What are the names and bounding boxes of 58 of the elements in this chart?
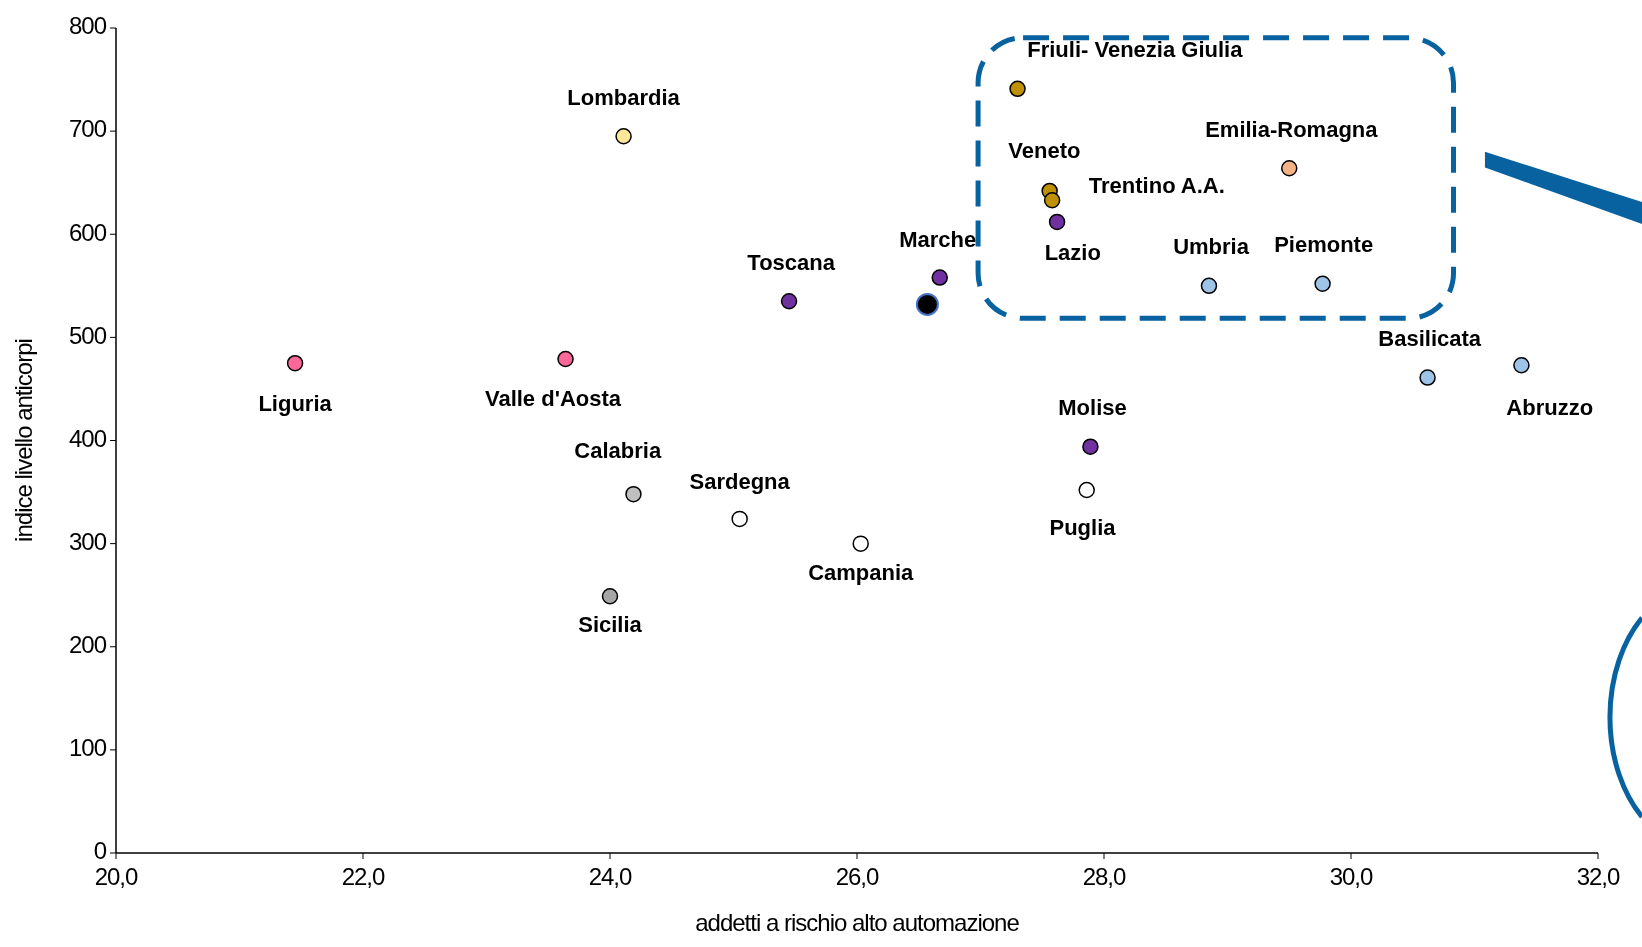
series-label: Sardegna [689,469,791,495]
x-tick-label: 26,0 [835,863,879,890]
series-label: Puglia [1049,514,1117,540]
y-tick-label: 100 [68,734,107,762]
series-label: Liguria [258,390,333,416]
point [1314,275,1331,292]
point [1200,277,1218,295]
x-tick-label: 32,0 [1576,863,1620,890]
y-tick-label: 400 [68,424,107,452]
point [286,354,304,372]
x-tick-label: 28,0 [1082,863,1126,890]
series-label: Abruzzo [1506,395,1594,421]
series-label: Friuli- Venezia Giulia [1027,36,1244,62]
series-label: Umbria [1173,233,1250,259]
y-tick-label: 0 [93,837,107,865]
point [1078,481,1095,499]
point [1513,356,1530,374]
series-label: Veneto [1008,138,1081,163]
point [625,485,642,503]
point [1009,80,1026,98]
x-tick-label: 30,0 [1329,863,1373,890]
x-axis-title: addetti a rischio alto automazione [695,909,1020,936]
point [601,587,619,605]
y-tick-label: 700 [68,115,107,143]
series-label: Lombardia [567,85,681,111]
series-label: Emilia-Romagna [1205,117,1379,143]
series-label: Valle d'Aosta [484,385,622,411]
series-label: Piemonte [1274,231,1374,257]
series-label: Campania [808,559,915,585]
point [731,510,748,528]
point [1048,213,1066,231]
series-label: Lazio [1044,240,1101,266]
y-tick-label: 800 [68,12,107,40]
point [615,128,632,145]
series-label: Trentino A.A. [1088,173,1225,199]
x-tick-label: 22,0 [341,863,385,890]
series-label: Toscana [747,250,836,276]
x-tick-label: 24,0 [588,863,632,890]
series-label: Marche [899,226,977,252]
point [557,350,574,368]
y-tick-label: 500 [68,321,107,349]
point [1082,438,1099,455]
point [852,535,869,552]
point [780,293,798,310]
x-tick-label: 20,0 [94,863,138,890]
point [915,292,939,316]
point [931,269,948,286]
series-label: Molise [1058,394,1127,420]
y-tick-label: 300 [68,527,107,555]
point [1281,160,1298,177]
y-axis-title: indice livello anticorpi [10,339,37,542]
y-tick-label: 200 [68,631,107,659]
series-label: Basilicata [1378,325,1482,351]
series-label: Calabria [574,438,662,464]
point [1043,191,1061,209]
series-label: Sicilia [578,612,643,638]
y-tick-label: 600 [68,218,107,246]
point [1419,369,1436,386]
